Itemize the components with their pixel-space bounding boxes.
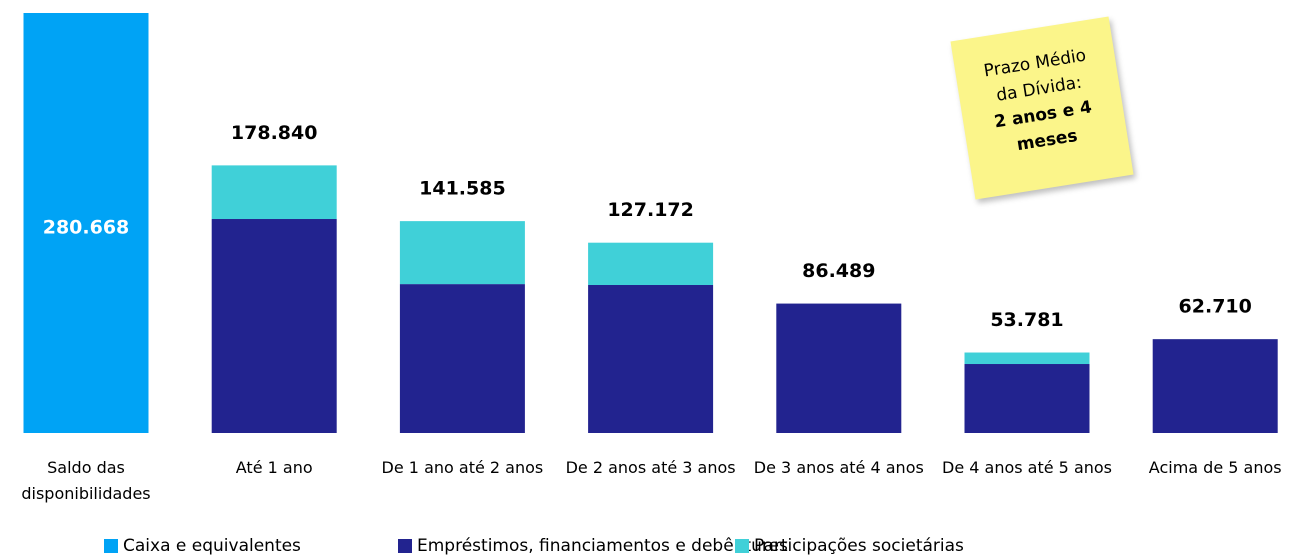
total-label: 62.710	[1179, 296, 1252, 318]
legend-swatch	[104, 539, 118, 553]
legend-item: Empréstimos, financiamentos e debêntures	[398, 536, 788, 556]
total-label: 178.840	[231, 122, 318, 144]
total-label: 280.668	[43, 217, 130, 239]
legend-swatch	[735, 539, 749, 553]
bar-segment	[212, 165, 337, 219]
legend-label: Caixa e equivalentes	[123, 536, 301, 556]
bar-segment	[776, 304, 901, 433]
bar-segment	[400, 284, 525, 433]
total-label: 127.172	[607, 199, 694, 221]
x-tick-label: Até 1 ano	[189, 455, 359, 481]
bar-segment	[588, 285, 713, 433]
total-label: 86.489	[802, 260, 875, 282]
bar-segment	[588, 243, 713, 285]
x-tick-label: Saldo das disponibilidades	[1, 455, 171, 507]
bar-segment	[1153, 339, 1278, 433]
x-tick-label: De 3 anos até 4 anos	[754, 455, 924, 481]
bar-segment	[965, 353, 1090, 364]
total-label: 53.781	[990, 309, 1063, 331]
bar-segment	[212, 219, 337, 433]
legend-item: Participações societárias	[735, 536, 964, 556]
x-tick-label: De 2 anos até 3 anos	[566, 455, 736, 481]
page: {"chart_data":{"type":"stacked-bar", "ca…	[0, 0, 1302, 560]
sticky-note: Prazo Médio da Dívida: 2 anos e 4 meses	[950, 16, 1133, 199]
legend-label: Participações societárias	[754, 536, 964, 556]
x-tick-label: De 1 ano até 2 anos	[377, 455, 547, 481]
total-label: 141.585	[419, 178, 506, 200]
x-tick-label: De 4 anos até 5 anos	[942, 455, 1112, 481]
legend-item: Caixa e equivalentes	[104, 536, 301, 556]
legend-swatch	[398, 539, 412, 553]
bar-segment	[965, 364, 1090, 433]
x-tick-label: Acima de 5 anos	[1130, 455, 1300, 481]
bar-segment	[400, 221, 525, 284]
legend-label: Empréstimos, financiamentos e debêntures	[417, 536, 788, 556]
